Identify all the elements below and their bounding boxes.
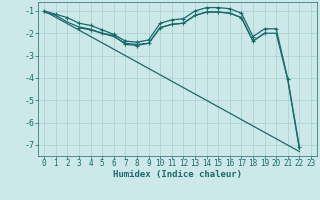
X-axis label: Humidex (Indice chaleur): Humidex (Indice chaleur): [113, 170, 242, 179]
